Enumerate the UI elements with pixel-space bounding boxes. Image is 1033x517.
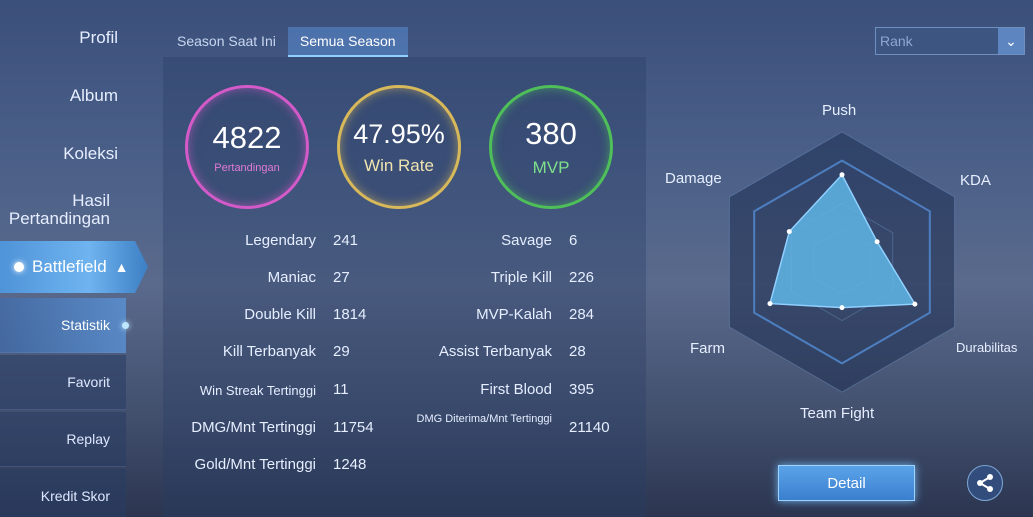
sidebar-item-battlefield[interactable]: Battlefield ▲ bbox=[0, 241, 148, 293]
stat-value: 1814 bbox=[333, 306, 367, 323]
stat-value: 11 bbox=[333, 381, 349, 398]
season-tabs: Season Saat Ini Semua Season bbox=[165, 27, 408, 57]
sidebar-item-label: Profil bbox=[79, 28, 118, 47]
stat-label: Triple Kill bbox=[490, 269, 552, 286]
stat-value: 11754 bbox=[333, 419, 374, 436]
sub-item-label: Statistik bbox=[60, 317, 110, 333]
stat-value: 27 bbox=[333, 269, 350, 286]
stat-value: 395 bbox=[569, 381, 595, 398]
sub-item-label: Kredit Skor bbox=[40, 488, 110, 504]
stat-label: Gold/Mnt Tertinggi bbox=[194, 456, 316, 473]
stat-label: DMG Diterima/Mnt Tertinggi bbox=[416, 413, 553, 425]
sidebar-item-label: Battlefield bbox=[32, 257, 107, 276]
sub-item-favorit[interactable]: Favorit bbox=[0, 355, 126, 410]
sidebar-item-koleksi[interactable]: Koleksi bbox=[0, 144, 118, 164]
stat-value: 6 bbox=[569, 232, 578, 249]
detail-button[interactable]: Detail bbox=[778, 465, 915, 501]
stat-value: 284 bbox=[569, 306, 595, 323]
sub-item-replay[interactable]: Replay bbox=[0, 412, 126, 467]
stat-value: 21140 bbox=[569, 419, 610, 436]
sidebar-item-label: Hasil Pertandingan bbox=[8, 191, 110, 228]
sub-item-label: Replay bbox=[66, 431, 110, 447]
tab-semua-season[interactable]: Semua Season bbox=[287, 27, 408, 57]
stat-label: Savage bbox=[501, 232, 552, 249]
rank-dropdown[interactable]: Rank ⌄ bbox=[875, 27, 1025, 55]
radar-axis-push: Push bbox=[822, 102, 857, 119]
sub-item-kredit-skor[interactable]: Kredit Skor bbox=[0, 469, 126, 517]
active-dot-icon bbox=[14, 262, 24, 272]
mvp-circle: 380 MVP bbox=[489, 85, 613, 209]
sidebar-item-label: Koleksi bbox=[63, 144, 118, 163]
stat-label: Maniac bbox=[267, 269, 316, 286]
stat-value: 29 bbox=[333, 343, 350, 360]
sub-item-label: Favorit bbox=[67, 374, 110, 390]
stat-value: 226 bbox=[569, 269, 595, 286]
chevron-down-icon: ⌄ bbox=[998, 28, 1024, 54]
radar-point-push bbox=[839, 172, 845, 178]
stat-value: 1248 bbox=[333, 456, 367, 473]
sidebar-item-hasil-pertandingan[interactable]: Hasil Pertandingan bbox=[0, 192, 110, 228]
stat-label: First Blood bbox=[480, 381, 552, 398]
win-rate-caption: Win Rate bbox=[364, 155, 434, 175]
radar-point-team-fight bbox=[839, 305, 845, 311]
sidebar-item-profil[interactable]: Profil bbox=[0, 28, 118, 48]
rank-dropdown-value: Rank bbox=[880, 33, 913, 49]
mvp-caption: MVP bbox=[532, 158, 570, 177]
stat-label: Assist Terbanyak bbox=[438, 343, 552, 360]
radar-axis-damage: Damage bbox=[665, 170, 722, 187]
radar-svg bbox=[728, 131, 956, 393]
sidebar-item-label: Album bbox=[69, 86, 118, 105]
stat-value: 28 bbox=[569, 343, 586, 360]
share-icon bbox=[977, 474, 993, 492]
radar-grid-ring bbox=[753, 159, 931, 365]
stat-label: Win Streak Tertinggi bbox=[199, 383, 316, 398]
radar-axis-durabilitas: Durabilitas bbox=[956, 340, 1018, 355]
sub-item-statistik[interactable]: Statistik bbox=[0, 298, 129, 353]
mvp-value: 380 bbox=[525, 116, 577, 151]
radar-point-durabilitas bbox=[912, 301, 918, 307]
radar-point-farm bbox=[767, 301, 773, 307]
radar-point-damage bbox=[786, 229, 792, 235]
sidebar-item-album[interactable]: Album bbox=[0, 86, 118, 106]
stat-label: DMG/Mnt Tertinggi bbox=[191, 419, 316, 436]
tab-season-saat-ini[interactable]: Season Saat Ini bbox=[177, 33, 276, 49]
matches-value: 4822 bbox=[212, 120, 282, 155]
radar-axis-farm: Farm bbox=[690, 340, 725, 357]
win-rate-value: 47.95% bbox=[353, 118, 445, 149]
stat-value: 241 bbox=[333, 232, 359, 249]
matches-circle: 4822 Pertandingan bbox=[185, 85, 309, 209]
stat-label: MVP-Kalah bbox=[476, 306, 552, 323]
stat-label: Kill Terbanyak bbox=[222, 343, 316, 360]
radar-axis-kda: KDA bbox=[960, 172, 991, 189]
radar-chart: Push KDA Durabilitas Team Fight Farm Dam… bbox=[660, 90, 1033, 430]
win-rate-circle: 47.95% Win Rate bbox=[337, 85, 461, 209]
radar-point-kda bbox=[874, 239, 880, 245]
matches-caption: Pertandingan bbox=[214, 162, 280, 174]
radar-axis-team-fight: Team Fight bbox=[800, 405, 875, 422]
stat-label: Double Kill bbox=[244, 306, 316, 323]
chevron-up-icon: ▲ bbox=[114, 259, 129, 275]
share-button[interactable] bbox=[967, 465, 1003, 501]
sidebar: Profil Album Koleksi Hasil Pertandingan … bbox=[0, 0, 150, 517]
stat-label: Legendary bbox=[245, 232, 316, 249]
